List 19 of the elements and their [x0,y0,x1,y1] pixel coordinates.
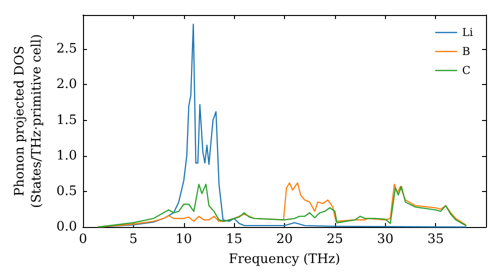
x-tick-label: 30 [376,232,394,247]
x-tick-label: 10 [175,232,192,247]
x-tick-label: 35 [427,232,444,247]
x-tick-label: 25 [326,232,344,247]
y-tick-label: 1.5 [56,112,77,128]
x-axis-title: Frequency (THz) [228,252,340,267]
x-tick-label: 0 [78,232,88,247]
y-tick-label: 0.5 [56,184,77,199]
y-tick-label: 2.5 [56,42,77,57]
x-tick-label: 5 [129,232,138,247]
y-tick-label: 0.0 [56,220,77,234]
legend-label: Li [462,26,474,39]
x-tick-label: 15 [226,232,242,247]
y-axis-title: Phonon projected DOS (States/THz·primitive cell) [12,34,44,208]
y-tick-label: 1.0 [56,148,77,164]
y-tick-label: 2.0 [56,77,77,92]
legend-label: C [462,64,471,77]
legend-label: B [462,45,470,58]
x-tick-label: 20 [276,232,293,247]
